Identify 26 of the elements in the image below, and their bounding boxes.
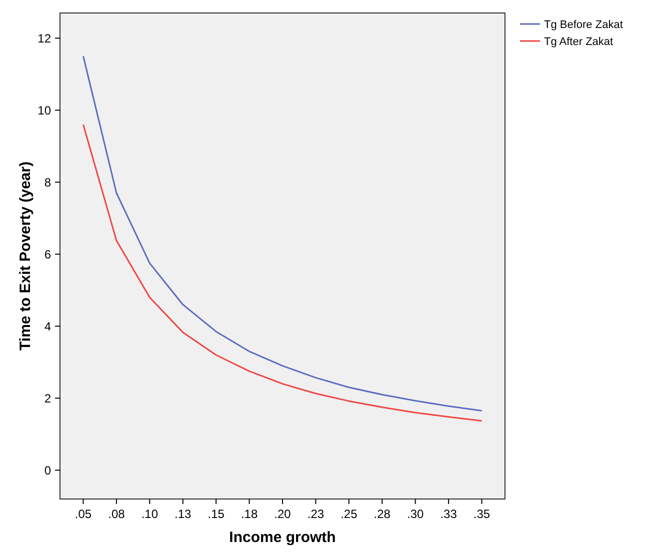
x-tick-label: .10 [141, 507, 158, 521]
y-tick-label: 8 [44, 175, 52, 190]
x-tick-label: .13 [174, 507, 192, 521]
x-tick-label: .28 [374, 507, 391, 521]
x-axis-title: Income growth [229, 529, 336, 546]
x-tick-label: .35 [473, 507, 490, 521]
line-series [82, 55, 483, 412]
x-tick-label: .08 [108, 507, 126, 521]
y-tick-label: 10 [38, 103, 52, 118]
y-tick-label: 4 [44, 319, 52, 334]
x-tick-label: .33 [440, 507, 458, 521]
x-tick-label: .23 [307, 507, 324, 521]
legend-label: Tg Before Zakat [544, 18, 623, 31]
y-tick-label: 0 [44, 463, 52, 478]
x-tick-label: .05 [74, 507, 92, 521]
x-tick-label: .18 [240, 507, 258, 521]
x-tick-label: .20 [274, 507, 292, 521]
y-tick-label: 2 [44, 391, 52, 406]
x-tick-label: .25 [340, 507, 358, 521]
x-tick-label: .30 [406, 507, 424, 521]
legend-label: Tg After Zakat [544, 36, 614, 48]
x-tick-label: .15 [208, 507, 225, 521]
y-tick-label: 12 [38, 31, 52, 46]
line-series [82, 124, 483, 422]
y-tick-label: 6 [44, 247, 52, 262]
y-axis-title: Time to Exit Poverty (year) [17, 162, 34, 350]
